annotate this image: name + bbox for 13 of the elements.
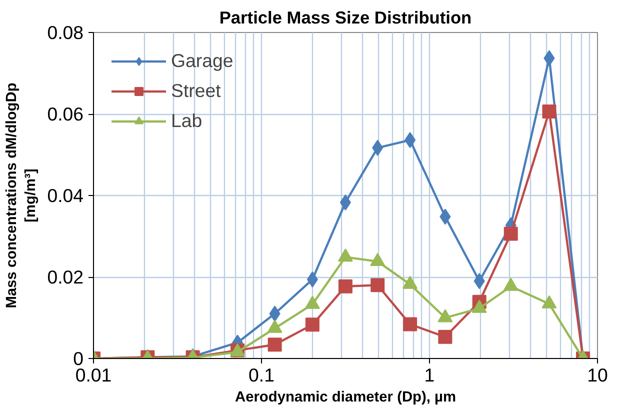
y-tick-label: 0.04 — [47, 185, 84, 206]
y-tick-label: 0.06 — [47, 104, 84, 124]
legend-label: Garage — [171, 50, 234, 72]
y-axis-title: Mass concentrations dM/dlogDp [mg/m³] — [4, 82, 40, 308]
chart-title: Particle Mass Size Distribution — [219, 8, 472, 28]
legend-label: Lab — [171, 110, 202, 132]
x-tick-label: 0.1 — [248, 364, 274, 386]
y-tick-label: 0.02 — [47, 266, 84, 288]
y-tick-label: 0.08 — [47, 22, 84, 43]
x-tick-label: 10 — [587, 364, 608, 386]
legend-label: Street — [171, 80, 221, 102]
x-tick-label: 1 — [424, 364, 435, 386]
x-axis-title: Aerodynamic diameter (Dp), µm — [234, 390, 456, 406]
